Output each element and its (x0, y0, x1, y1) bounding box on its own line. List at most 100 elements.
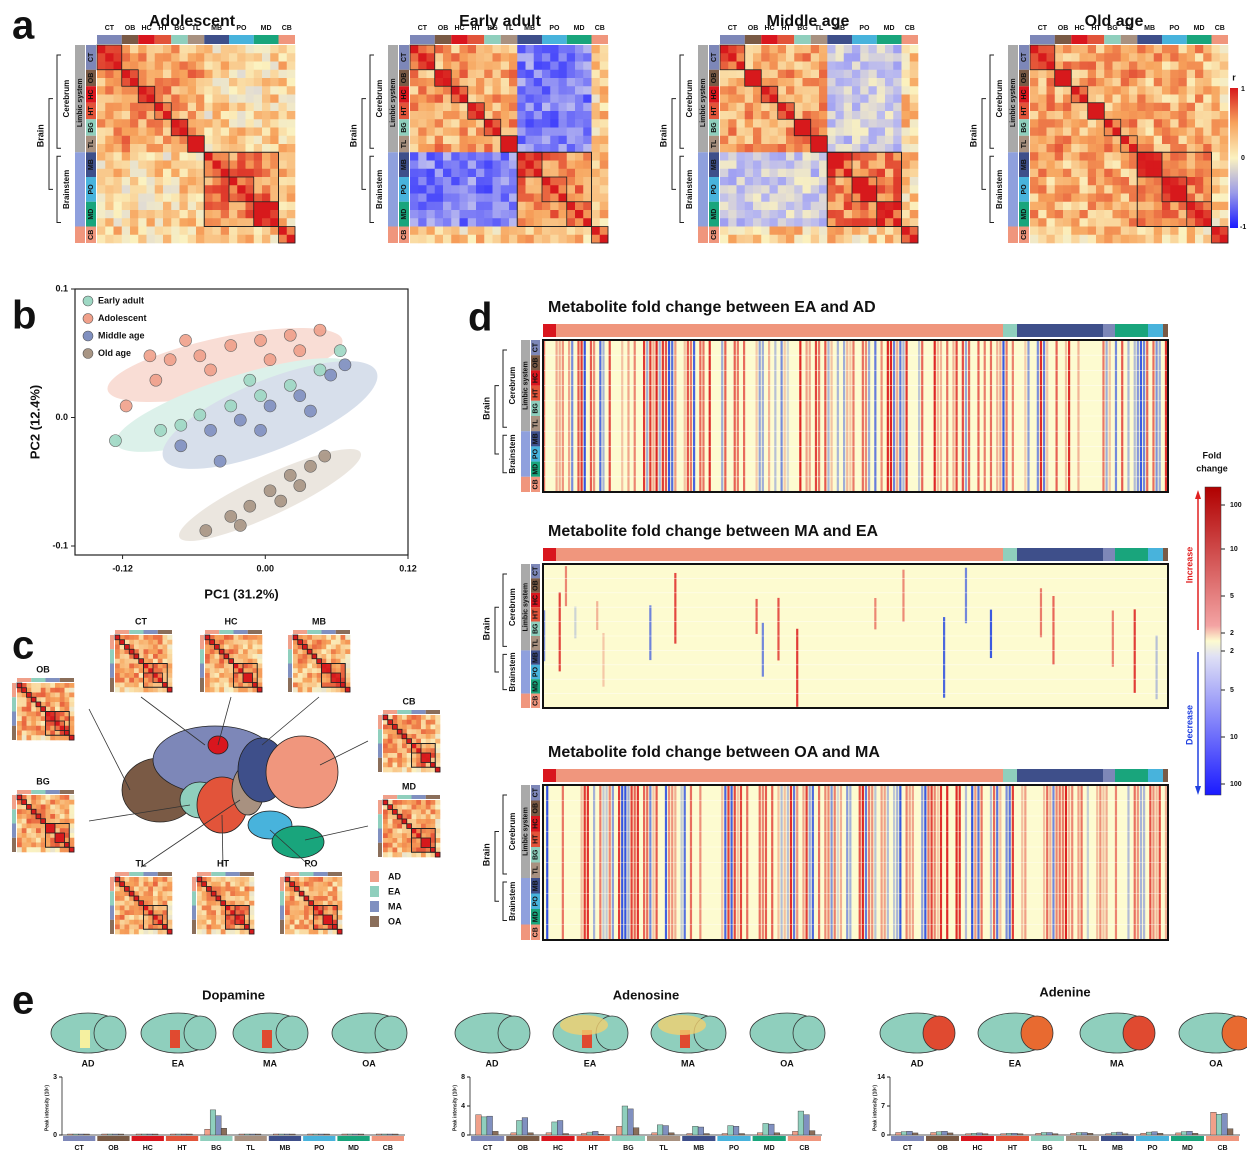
class-strip (1163, 769, 1168, 782)
heatmap-cell (827, 86, 836, 95)
heatmap-cell (1170, 119, 1179, 128)
heatmap-cell (550, 62, 559, 71)
heatmap-cell (134, 920, 139, 925)
heatmap-cell (1129, 86, 1138, 95)
heatmap-cell (1195, 218, 1204, 227)
heatmap-cell (163, 177, 172, 186)
heatmap-cell (307, 687, 312, 692)
heatmap-cell (1212, 78, 1221, 87)
thumbnail-label: TL (136, 858, 147, 868)
brain-label: Brain (35, 124, 45, 147)
heatmap-cell (50, 721, 55, 726)
heatmap-cell (493, 86, 502, 95)
heatmap-cell (410, 119, 419, 128)
bar (290, 1134, 295, 1135)
heatmap-cell (1154, 128, 1163, 137)
heatmap-cell (484, 103, 493, 112)
heatmap-cell (22, 726, 27, 731)
bar (313, 1134, 318, 1135)
x-tick-label: HT (589, 1145, 599, 1152)
heatmap-cell (147, 53, 156, 62)
heatmap-cell (1055, 45, 1064, 54)
region-label: CB (88, 230, 95, 240)
heatmap-cell (130, 111, 139, 120)
heatmap-cell (243, 649, 248, 654)
heatmap-cell (728, 119, 737, 128)
heatmap-cell (827, 111, 836, 120)
heatmap-cell (144, 915, 149, 920)
heatmap-cell (323, 896, 328, 901)
heatmap-cell (221, 128, 230, 137)
heatmap-cell (501, 78, 510, 87)
heatmap-cell (885, 86, 894, 95)
heatmap-cell (803, 210, 812, 219)
heatmap-cell (65, 697, 70, 702)
heatmap-cell (1047, 78, 1056, 87)
heatmap-cell (460, 185, 469, 194)
heatmap-cell (314, 929, 319, 934)
heatmap-cell (1179, 45, 1188, 54)
bar (733, 1126, 739, 1135)
heatmap-cell (761, 202, 770, 211)
heatmap-cell (542, 202, 551, 211)
region-label: BG (487, 25, 498, 32)
heatmap-cell (1170, 218, 1179, 227)
heatmap-cell (196, 152, 205, 161)
heatmap-cell (97, 53, 106, 62)
heatmap-cell (803, 70, 812, 79)
heatmap-cell (134, 687, 139, 692)
heatmap-cell (728, 185, 737, 194)
heatmap-cell (224, 678, 229, 683)
heatmap-cell (1055, 210, 1064, 219)
heatmap-cell (115, 877, 120, 882)
heatmap-cell (17, 716, 22, 721)
heatmap-cell (307, 683, 312, 688)
heatmap-cell (120, 678, 125, 683)
heatmap-cell (122, 78, 131, 87)
heatmap-cell (262, 70, 271, 79)
heatmap-cell (97, 169, 106, 178)
heatmap-cell (155, 227, 164, 236)
heatmap-cell (397, 729, 402, 734)
heatmap-cell (877, 78, 886, 87)
heatmap-cell (125, 664, 130, 669)
heatmap-cell (1063, 119, 1072, 128)
heatmap-cell (435, 161, 444, 170)
heatmap-cell (27, 824, 32, 829)
bar (67, 1134, 72, 1135)
heatmap-cell (720, 86, 729, 95)
region-label: HT (401, 106, 408, 116)
heatmap-cell (1195, 62, 1204, 71)
heatmap-cell (451, 210, 460, 219)
heatmap-cell (1137, 119, 1146, 128)
heatmap-cell (238, 654, 243, 659)
heatmap-cell (1137, 128, 1146, 137)
heatmap-cell (55, 688, 60, 693)
heatmap-cell (827, 194, 836, 203)
heatmap-cell (435, 838, 440, 843)
heatmap-cell (720, 119, 729, 128)
heatmap-cell (238, 668, 243, 673)
heatmap-cell (262, 194, 271, 203)
heatmap-cell (213, 152, 222, 161)
heatmap-cell (144, 678, 149, 683)
heatmap-cell (138, 161, 147, 170)
heatmap-cell (426, 715, 431, 720)
heatmap-cell (188, 95, 197, 104)
heatmap-cell (213, 218, 222, 227)
region-label: HC (711, 89, 718, 99)
heatmap-cell (745, 78, 754, 87)
heatmap-cell (592, 95, 601, 104)
heatmap-cell (134, 910, 139, 915)
heatmap-cell (1195, 53, 1204, 62)
heatmap-cell (248, 635, 253, 640)
bar (528, 1133, 534, 1135)
heatmap-cell (550, 70, 559, 79)
heatmap-cell (197, 920, 202, 925)
heatmap-cell (770, 78, 779, 87)
heatmap-cell (210, 673, 215, 678)
heatmap-cell (509, 235, 518, 244)
heatmap-cell (435, 810, 440, 815)
thumbnail-label: PO (304, 858, 317, 868)
heatmap-cell (836, 177, 845, 186)
